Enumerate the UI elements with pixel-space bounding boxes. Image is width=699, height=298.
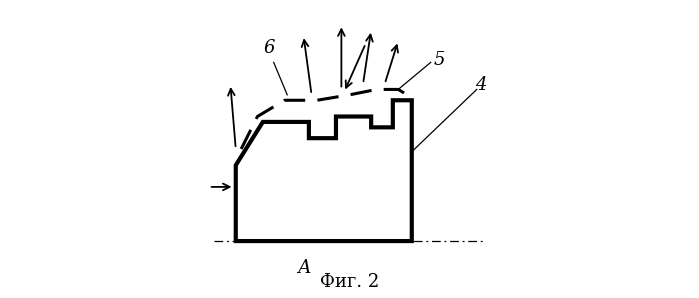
Text: Фиг. 2: Фиг. 2 [320, 273, 379, 291]
Text: А: А [296, 259, 310, 277]
Polygon shape [236, 100, 412, 241]
Text: 4: 4 [475, 76, 487, 94]
Text: 5: 5 [433, 51, 445, 69]
Text: 6: 6 [264, 39, 275, 57]
